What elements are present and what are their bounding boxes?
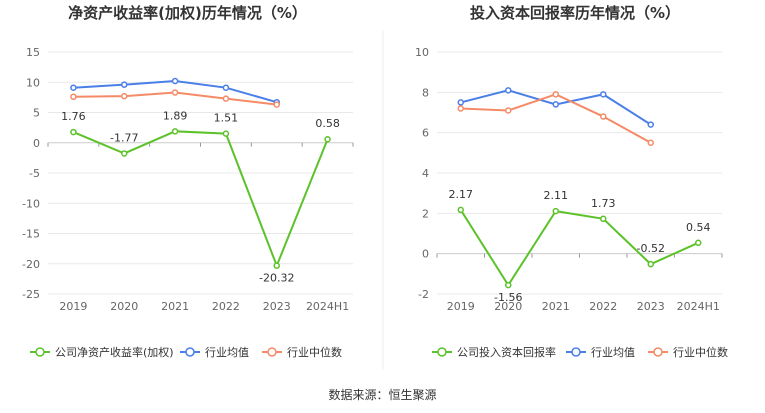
data-point [121, 81, 128, 88]
data-point [121, 92, 128, 100]
y-tick-label: 15 [26, 46, 40, 59]
y-tick-label: 4 [422, 167, 429, 180]
data-point [70, 128, 77, 136]
x-tick-label: 2020 [494, 300, 522, 313]
y-tick-label: 8 [422, 86, 429, 99]
legend-swatch-marker [571, 347, 581, 357]
data-label: -20.32 [259, 272, 294, 285]
data-point [70, 93, 77, 101]
data-point [695, 239, 702, 247]
y-tick-label: -10 [22, 197, 40, 210]
data-point [647, 139, 654, 146]
data-point [273, 262, 280, 269]
y-tick-label: -15 [22, 228, 40, 241]
x-tick-label: 2019 [59, 300, 87, 313]
x-tick-label: 2024H1 [306, 300, 349, 313]
data-point [600, 91, 607, 98]
data-point [171, 89, 179, 96]
left-chart-title: 净资产收益率(加权)历年情况（%） [68, 4, 307, 22]
legend-label: 公司投入资本回报率 [457, 345, 556, 359]
data-point [171, 128, 179, 135]
x-tick-label: 2023 [263, 300, 291, 313]
legend-label: 行业均值 [591, 346, 635, 359]
data-point [273, 101, 280, 108]
data-point [457, 105, 464, 112]
data-point [647, 121, 654, 128]
y-tick-label: 6 [422, 127, 429, 140]
y-tick-label: 10 [415, 46, 429, 59]
data-label: 1.51 [214, 112, 239, 125]
x-tick-label: 2022 [589, 300, 617, 313]
data-point [600, 113, 607, 120]
data-label: 0.58 [315, 117, 340, 130]
data-point [457, 206, 464, 214]
y-tick-label: 10 [26, 76, 40, 89]
data-point [600, 215, 607, 223]
data-point [457, 99, 464, 106]
legend-swatch-marker [437, 347, 447, 357]
chart-roic: 10 8 6 4 2 0 -2 2019 2020 2021 2022 2023 2024H1 2.17 -… [415, 46, 728, 359]
legend-swatch-marker [185, 347, 195, 357]
y-tick-label: 0 [422, 248, 429, 261]
data-point [222, 130, 230, 137]
y-tick-label: 2 [422, 207, 429, 220]
data-point [222, 95, 230, 102]
y-tick-label: -5 [29, 167, 40, 180]
series-line [73, 130, 329, 269]
data-label: 0.54 [686, 221, 711, 234]
data-label: -1.56 [494, 291, 522, 304]
data-point [505, 107, 512, 114]
data-point [324, 135, 331, 143]
y-tick-label: -2 [418, 288, 429, 301]
x-tick-label: 2021 [542, 300, 570, 313]
legend-swatch-marker [35, 347, 45, 357]
data-point [552, 207, 559, 215]
data-point [505, 281, 512, 289]
x-tick-label: 2024H1 [677, 300, 720, 313]
data-label: 2.11 [544, 189, 569, 202]
x-tick-label: 2022 [212, 300, 240, 313]
x-tick-label: 2019 [447, 300, 475, 313]
chart-roe: 15 10 5 0 -5 -10 -15 -20 -25 2019 2020 2021 2022 2023… [22, 46, 354, 359]
y-tick-label: -25 [22, 288, 40, 301]
data-point [505, 87, 512, 94]
data-label: -0.52 [637, 242, 665, 255]
x-tick-label: 2020 [110, 300, 138, 313]
y-tick-label: 5 [33, 107, 40, 120]
data-label: 2.17 [449, 188, 474, 201]
data-point [552, 91, 559, 98]
data-point [647, 260, 654, 268]
legend-label: 公司净资产收益率(加权) [55, 345, 174, 359]
legend-label: 行业中位数 [287, 345, 342, 359]
data-label: 1.89 [163, 109, 188, 122]
data-point [552, 101, 559, 108]
data-point [171, 77, 179, 85]
data-point [121, 150, 128, 157]
data-label: -1.77 [110, 131, 138, 144]
legend-swatch-marker [653, 347, 663, 357]
data-point [70, 84, 77, 91]
data-source-footer: 数据来源：恒生聚源 [328, 388, 437, 402]
series-line [459, 209, 699, 287]
legend-label: 行业均值 [205, 346, 249, 359]
legend-label: 行业中位数 [673, 345, 728, 359]
data-point [222, 84, 230, 91]
legend-swatch-marker [267, 347, 277, 357]
x-tick-label: 2021 [161, 300, 189, 313]
data-label: 1.76 [61, 110, 86, 123]
data-label: 1.73 [591, 197, 616, 210]
y-tick-label: -20 [22, 258, 40, 271]
right-chart-title: 投入资本回报率历年情况（%） [469, 4, 681, 22]
x-tick-label: 2023 [637, 300, 665, 313]
y-tick-label: 0 [33, 137, 40, 150]
